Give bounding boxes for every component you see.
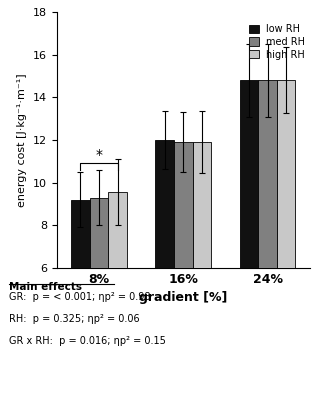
Bar xyxy=(192,142,211,396)
Bar xyxy=(174,142,192,396)
Bar xyxy=(108,192,127,396)
Bar xyxy=(258,80,277,396)
X-axis label: gradient [%]: gradient [%] xyxy=(139,292,228,304)
Text: GR x RH:  p = 0.016; ηp² = 0.15: GR x RH: p = 0.016; ηp² = 0.15 xyxy=(9,336,166,346)
Text: Main effects: Main effects xyxy=(9,282,82,292)
Y-axis label: energy cost [J·kg⁻¹·m⁻¹]: energy cost [J·kg⁻¹·m⁻¹] xyxy=(17,73,27,207)
Text: GR:  p = < 0.001; ηp² = 0.98: GR: p = < 0.001; ηp² = 0.98 xyxy=(9,292,151,302)
Bar xyxy=(240,80,258,396)
Bar xyxy=(155,140,174,396)
Bar xyxy=(90,198,108,396)
Legend: low RH, med RH, high RH: low RH, med RH, high RH xyxy=(247,22,307,62)
Bar xyxy=(277,80,295,396)
Text: *: * xyxy=(95,148,102,162)
Text: RH:  p = 0.325; ηp² = 0.06: RH: p = 0.325; ηp² = 0.06 xyxy=(9,314,140,324)
Bar xyxy=(71,200,90,396)
